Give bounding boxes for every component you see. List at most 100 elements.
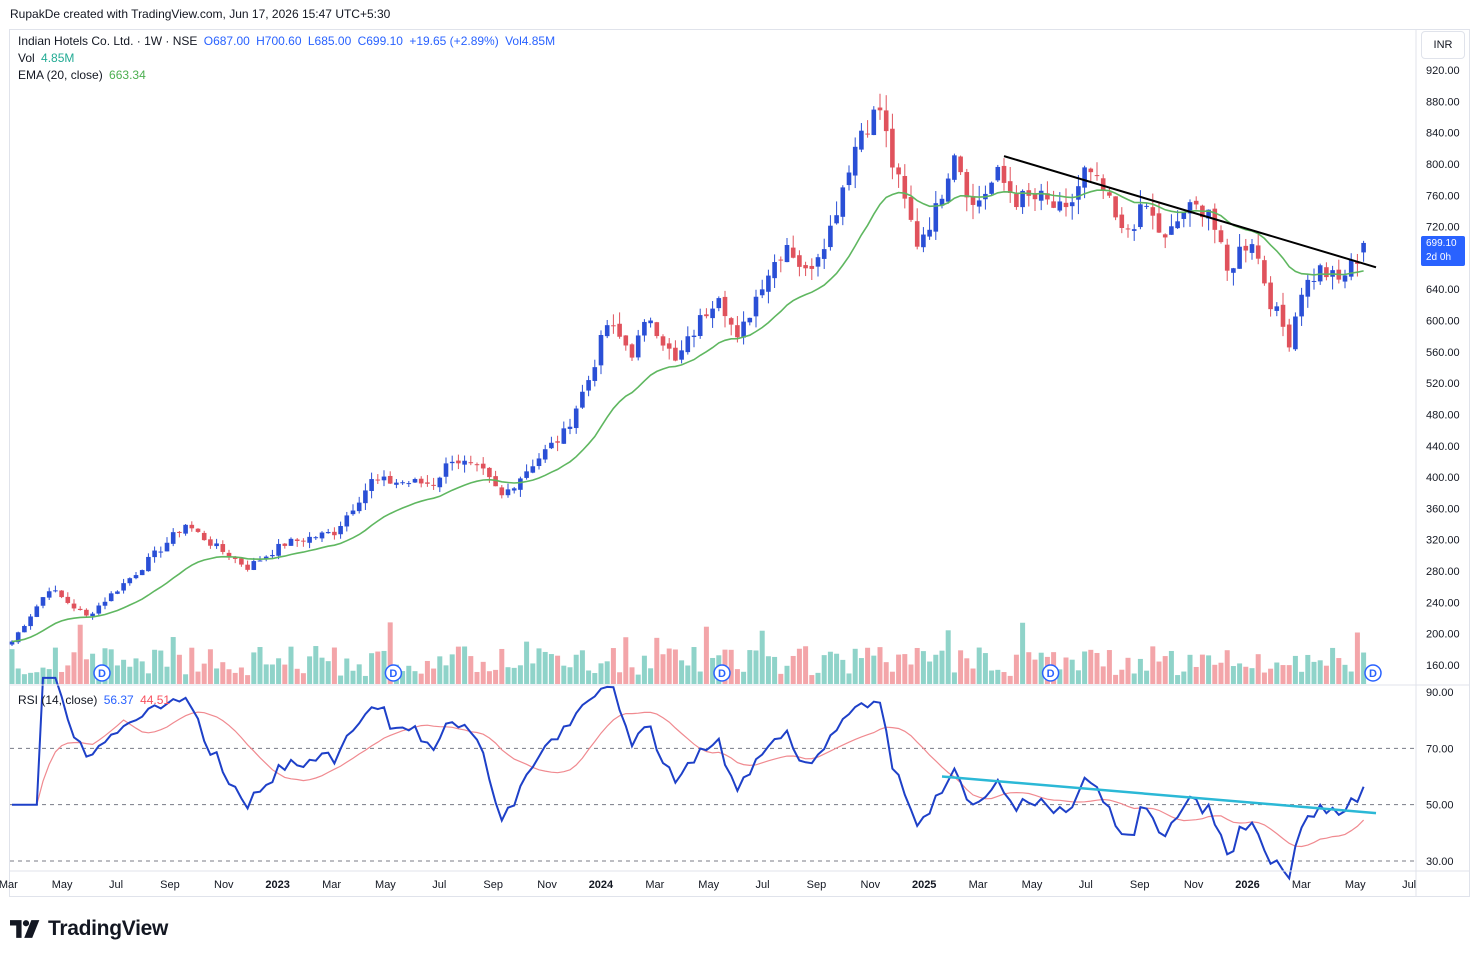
tradingview-logo-icon bbox=[10, 920, 40, 938]
volume-bar bbox=[1305, 654, 1311, 684]
candle-body bbox=[53, 590, 58, 592]
volume-bar bbox=[573, 654, 579, 684]
volume-bar bbox=[449, 654, 455, 684]
candle-body bbox=[332, 531, 337, 536]
rsi-label[interactable]: RSI (14, close) bbox=[18, 693, 98, 707]
candle-body bbox=[170, 532, 176, 544]
volume-inline: Vol4.85M bbox=[505, 34, 556, 48]
volume-bar bbox=[685, 665, 691, 684]
currency-button[interactable]: INR bbox=[1421, 31, 1465, 59]
volume-bar bbox=[648, 668, 654, 684]
candle-body bbox=[549, 442, 554, 449]
price-tick-label: 320.00 bbox=[1426, 535, 1460, 547]
volume-bar bbox=[592, 673, 598, 684]
ema-line-group bbox=[11, 189, 1364, 643]
volume-bar bbox=[1088, 649, 1094, 684]
volume-bar bbox=[542, 651, 548, 684]
volume-bar bbox=[486, 671, 492, 684]
volume-bar bbox=[462, 646, 468, 684]
candle-body bbox=[84, 609, 89, 616]
ema-legend: EMA (20, close) 663.34 bbox=[18, 67, 149, 84]
candle-body bbox=[524, 471, 529, 478]
main-legend: Indian Hotels Co. Ltd. · 1W · NSE O687.0… bbox=[18, 33, 558, 50]
candle-body bbox=[921, 234, 926, 248]
volume-bar bbox=[958, 650, 964, 684]
candle-body bbox=[1007, 181, 1013, 193]
time-tick-label: May bbox=[1345, 879, 1366, 891]
volume-label[interactable]: Vol bbox=[18, 51, 35, 65]
candle-body bbox=[989, 182, 994, 194]
time-tick-label: Jul bbox=[756, 879, 770, 891]
candle-body bbox=[195, 528, 201, 532]
ema-label[interactable]: EMA (20, close) bbox=[18, 68, 103, 82]
volume-bar bbox=[400, 671, 406, 684]
volume-bar bbox=[747, 650, 753, 684]
volume-bar bbox=[1224, 650, 1230, 684]
volume-bar bbox=[77, 624, 83, 684]
volume-bar bbox=[796, 648, 802, 684]
candle-body bbox=[338, 526, 343, 535]
candle-body bbox=[871, 109, 877, 136]
ema-value: 663.34 bbox=[109, 68, 146, 82]
price-tick-label: 360.00 bbox=[1426, 503, 1460, 515]
last-price-value: 699.10 bbox=[1426, 238, 1457, 249]
candle-body bbox=[251, 561, 257, 570]
candle-body bbox=[387, 475, 393, 484]
volume-bar bbox=[493, 669, 499, 684]
volume-bar bbox=[1230, 666, 1236, 684]
ema-line bbox=[11, 189, 1364, 643]
candle-body bbox=[22, 626, 27, 633]
candle-body bbox=[245, 564, 250, 570]
candle-body bbox=[493, 476, 498, 487]
volume-bar bbox=[679, 660, 685, 684]
time-tick-label: Jul bbox=[109, 879, 123, 891]
candle-body bbox=[1045, 193, 1050, 200]
volume-bar bbox=[778, 673, 784, 684]
candle-body bbox=[214, 543, 219, 547]
candle-body bbox=[1342, 275, 1348, 282]
volume-bar bbox=[790, 655, 796, 684]
candle-body bbox=[487, 467, 492, 478]
high-value: H700.60 bbox=[256, 34, 302, 48]
volume-bar bbox=[245, 675, 251, 684]
time-tick-label: May bbox=[698, 879, 719, 891]
candle-body bbox=[480, 463, 486, 469]
volume-bar bbox=[1199, 654, 1205, 684]
candle-body bbox=[1144, 205, 1149, 207]
time-tick-label: May bbox=[52, 879, 73, 891]
price-tick-label: 160.00 bbox=[1426, 660, 1460, 672]
candle-body bbox=[821, 249, 827, 259]
symbol-title[interactable]: Indian Hotels Co. Ltd. · 1W · NSE bbox=[18, 34, 198, 48]
volume-bar bbox=[1069, 659, 1075, 684]
candle-body bbox=[772, 262, 777, 279]
volume-bar bbox=[815, 672, 821, 684]
volume-bar bbox=[1206, 655, 1212, 684]
candle-body bbox=[542, 449, 548, 460]
volume-bar bbox=[1175, 675, 1181, 684]
time-tick-label: Sep bbox=[807, 879, 827, 891]
volume-bar bbox=[176, 654, 182, 684]
candle-body bbox=[313, 537, 319, 539]
candle-body bbox=[108, 593, 114, 602]
candle-body bbox=[1286, 324, 1292, 348]
tradingview-logo[interactable]: TradingView bbox=[10, 914, 168, 944]
volume-bar bbox=[1113, 674, 1119, 684]
rsi-ma-value: 44.51 bbox=[140, 693, 171, 707]
volume-bar bbox=[238, 667, 244, 684]
candle-body bbox=[722, 296, 728, 317]
price-tick-label: 200.00 bbox=[1426, 629, 1460, 641]
candle-body bbox=[586, 380, 591, 391]
candle-body bbox=[840, 187, 846, 217]
candle-body bbox=[902, 176, 908, 199]
volume-bar bbox=[1268, 668, 1274, 684]
volume-bar bbox=[821, 655, 827, 684]
volume-bar bbox=[232, 672, 238, 684]
volume-bar bbox=[437, 656, 443, 684]
candle-body bbox=[1125, 228, 1131, 230]
volume-bar bbox=[703, 626, 709, 684]
volume-bar bbox=[920, 651, 926, 684]
candle-body bbox=[115, 591, 120, 594]
candle-body bbox=[1014, 193, 1019, 208]
volume-bar bbox=[1280, 665, 1286, 684]
